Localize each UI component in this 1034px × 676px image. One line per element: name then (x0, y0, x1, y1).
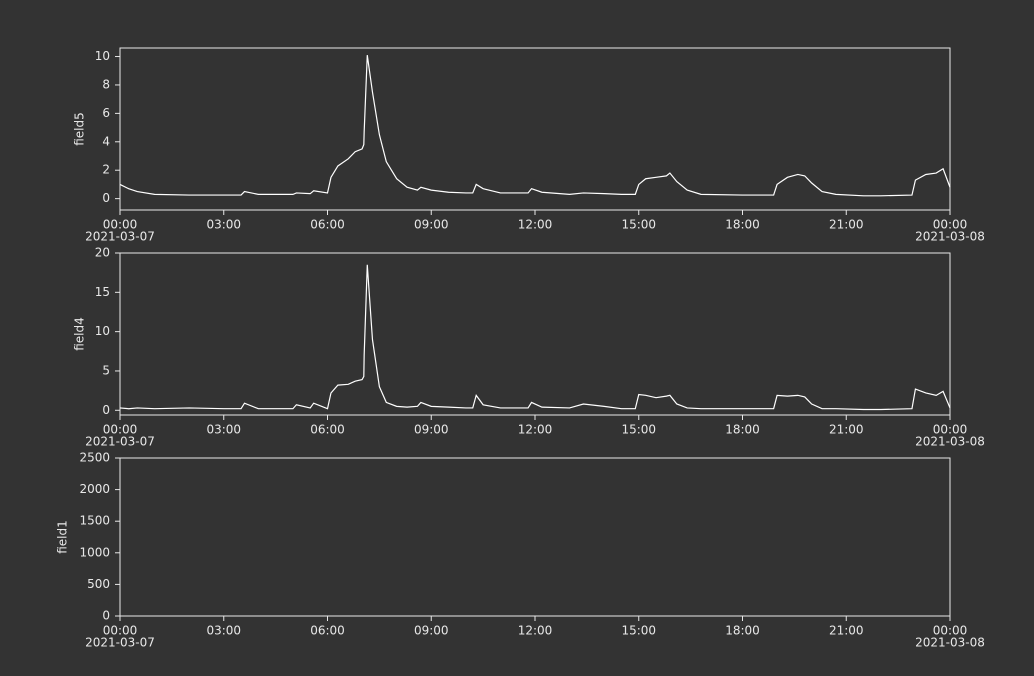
x-tick-label: 03:00 (206, 218, 241, 232)
x-tick-label: 06:00 (310, 624, 345, 638)
y-tick-label: 2 (102, 163, 110, 177)
x-tick-label: 00:00 (103, 218, 138, 232)
x-tick-label: 15:00 (621, 423, 656, 437)
x-tick-label: 12:00 (518, 624, 553, 638)
x-tick-label: 00:00 (103, 624, 138, 638)
x-tick-label: 00:00 (103, 423, 138, 437)
x-tick-label: 03:00 (206, 423, 241, 437)
x-date-label: 2021-03-08 (915, 636, 985, 650)
y-tick-label: 0 (102, 191, 110, 205)
y-tick-label: 10 (95, 49, 110, 63)
x-tick-label: 15:00 (621, 218, 656, 232)
x-date-label: 2021-03-07 (85, 230, 155, 244)
x-tick-label: 21:00 (829, 218, 864, 232)
x-tick-label: 21:00 (829, 423, 864, 437)
x-tick-label: 18:00 (725, 423, 760, 437)
y-axis-label: field5 (73, 112, 87, 146)
x-tick-label: 09:00 (414, 624, 449, 638)
x-date-label: 2021-03-07 (85, 435, 155, 449)
x-tick-label: 00:00 (933, 218, 968, 232)
y-tick-label: 0 (102, 403, 110, 417)
x-date-label: 2021-03-07 (85, 636, 155, 650)
x-tick-label: 00:00 (933, 624, 968, 638)
data-line (119, 55, 951, 197)
x-tick-label: 09:00 (414, 423, 449, 437)
x-tick-label: 06:00 (310, 423, 345, 437)
y-tick-label: 1000 (79, 545, 110, 559)
x-tick-label: 12:00 (518, 218, 553, 232)
y-tick-label: 6 (102, 106, 110, 120)
x-tick-label: 00:00 (933, 423, 968, 437)
x-tick-label: 03:00 (206, 624, 241, 638)
data-line (119, 264, 951, 411)
x-tick-label: 18:00 (725, 218, 760, 232)
y-tick-label: 15 (95, 285, 110, 299)
y-tick-label: 2500 (79, 451, 110, 465)
x-tick-label: 06:00 (310, 218, 345, 232)
plot-frame (119, 252, 951, 416)
y-tick-label: 1500 (79, 514, 110, 528)
y-tick-label: 500 (87, 577, 110, 591)
y-tick-label: 4 (102, 134, 110, 148)
y-tick-label: 2000 (79, 482, 110, 496)
plot-frame (119, 457, 951, 617)
x-tick-label: 21:00 (829, 624, 864, 638)
x-tick-label: 12:00 (518, 423, 553, 437)
x-tick-label: 09:00 (414, 218, 449, 232)
plot-frame (119, 47, 951, 211)
y-tick-label: 0 (102, 609, 110, 623)
y-tick-label: 5 (102, 363, 110, 377)
y-tick-label: 10 (95, 324, 110, 338)
y-axis-label: field4 (73, 317, 87, 351)
x-tick-label: 18:00 (725, 624, 760, 638)
x-date-label: 2021-03-08 (915, 230, 985, 244)
x-tick-label: 15:00 (621, 624, 656, 638)
y-axis-label: field1 (56, 520, 70, 554)
y-tick-label: 8 (102, 77, 110, 91)
y-tick-label: 20 (95, 246, 110, 260)
x-date-label: 2021-03-08 (915, 435, 985, 449)
